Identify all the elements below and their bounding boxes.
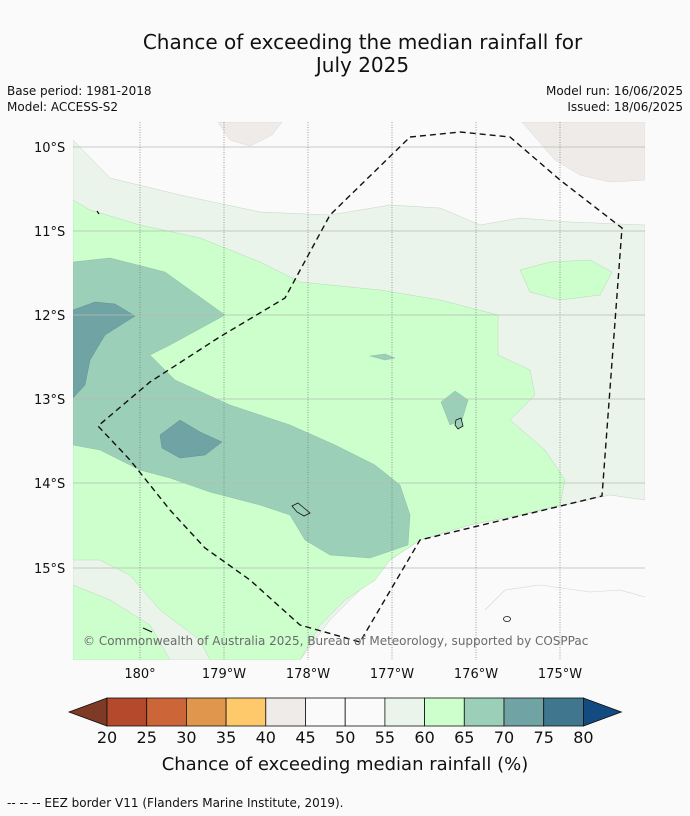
colorbar-arrow-high bbox=[583, 697, 623, 727]
chart-title: Chance of exceeding the median rainfall … bbox=[0, 31, 690, 77]
colorbar bbox=[67, 697, 623, 727]
base-period: Base period: 1981-2018 bbox=[7, 84, 152, 98]
lon-label: 175°W bbox=[538, 667, 582, 682]
longitude-labels: 180° 179°W 178°W 177°W 176°W 175°W bbox=[124, 667, 582, 682]
colorbar-swatch bbox=[225, 697, 267, 727]
colorbar-swatch bbox=[503, 697, 545, 727]
colorbar-tick-label: 40 bbox=[256, 728, 276, 747]
band-40-45-north bbox=[217, 122, 283, 147]
colorbar-tick-label: 45 bbox=[295, 728, 315, 747]
colorbar-swatch bbox=[543, 697, 584, 727]
colorbar-swatch bbox=[185, 697, 227, 727]
band-65-70-sliver bbox=[369, 353, 396, 361]
model-run: Model run: 16/06/2025 bbox=[545, 84, 683, 98]
colorbar-swatch bbox=[384, 697, 425, 727]
colorbar-tick-label: 25 bbox=[137, 728, 157, 747]
colorbar-tick-label: 70 bbox=[494, 728, 514, 747]
eez-border-stub-1 bbox=[96, 210, 100, 215]
lon-label: 178°W bbox=[286, 667, 330, 682]
colorbar-swatch bbox=[146, 697, 187, 727]
lat-label: 13°S bbox=[34, 393, 65, 408]
lon-label: 179°W bbox=[202, 667, 246, 682]
eez-border-stub-2 bbox=[142, 627, 153, 633]
colorbar-label: Chance of exceeding median rainfall (%) bbox=[162, 754, 529, 775]
band-65-70-spot bbox=[440, 390, 469, 426]
colorbar-tick-label: 60 bbox=[414, 728, 434, 747]
colorbar-swatch bbox=[305, 697, 346, 727]
colorbar-tick-label: 50 bbox=[335, 728, 355, 747]
colorbar-tick-label: 30 bbox=[176, 728, 196, 747]
band-60-65-patch bbox=[519, 259, 613, 301]
lat-label: 11°S bbox=[34, 225, 65, 240]
colorbar-swatch bbox=[265, 697, 306, 727]
lat-label: 12°S bbox=[34, 309, 65, 324]
lon-label: 180° bbox=[124, 667, 155, 682]
title-line-2: July 2025 bbox=[315, 53, 410, 77]
colorbar-swatch bbox=[424, 697, 465, 727]
eez-legend: -- -- -- EEZ border V11 (Flanders Marine… bbox=[7, 796, 344, 810]
band-70-75-center bbox=[159, 419, 223, 459]
issued-date: Issued: 18/06/2025 bbox=[567, 100, 683, 114]
band-60-65-southwest bbox=[73, 584, 171, 660]
latitude-gridlines bbox=[73, 146, 645, 569]
island-outline-3 bbox=[503, 616, 511, 622]
lat-label: 14°S bbox=[34, 477, 65, 492]
copyright-notice: © Commonwealth of Australia 2025, Bureau… bbox=[83, 634, 588, 648]
band-70-75-west bbox=[73, 301, 136, 399]
band-40-45-northeast bbox=[521, 122, 645, 183]
meta-left: Base period: 1981-2018 Model: ACCESS-S2 bbox=[7, 83, 152, 115]
colorbar-tick-label: 20 bbox=[97, 728, 117, 747]
map-figure: © Commonwealth of Australia 2025, Bureau… bbox=[34, 122, 645, 775]
colorbar-swatch bbox=[344, 697, 386, 727]
colorbar-tick-label: 75 bbox=[534, 728, 554, 747]
colorbar-tick-label: 65 bbox=[454, 728, 474, 747]
island-outline-2 bbox=[291, 502, 311, 517]
title-line-1: Chance of exceeding the median rainfall … bbox=[142, 30, 583, 54]
colorbar-ticks: 20 25 30 35 40 45 50 55 60 65 70 75 80 bbox=[97, 728, 594, 747]
meta-right: Model run: 16/06/2025 Issued: 18/06/2025 bbox=[546, 83, 683, 115]
model-name: Model: ACCESS-S2 bbox=[7, 100, 119, 114]
lon-label: 176°W bbox=[454, 667, 498, 682]
colorbar-tick-label: 35 bbox=[216, 728, 236, 747]
colorbar-swatch bbox=[106, 697, 148, 727]
contour-line-south bbox=[484, 584, 645, 611]
longitude-gridlines bbox=[139, 122, 561, 660]
colorbar-tick-label: 55 bbox=[375, 728, 395, 747]
colorbar-arrow-low bbox=[67, 697, 108, 727]
lon-label: 177°W bbox=[370, 667, 414, 682]
map-panel: © Commonwealth of Australia 2025, Bureau… bbox=[73, 122, 645, 660]
lat-label: 10°S bbox=[34, 141, 65, 156]
lat-label: 15°S bbox=[34, 562, 65, 577]
latitude-labels: 10°S 11°S 12°S 13°S 14°S 15°S bbox=[34, 141, 65, 577]
eez-border bbox=[96, 131, 623, 643]
colorbar-tick-label: 80 bbox=[573, 728, 593, 747]
colorbar-swatch bbox=[463, 697, 505, 727]
island-outline bbox=[454, 417, 464, 430]
